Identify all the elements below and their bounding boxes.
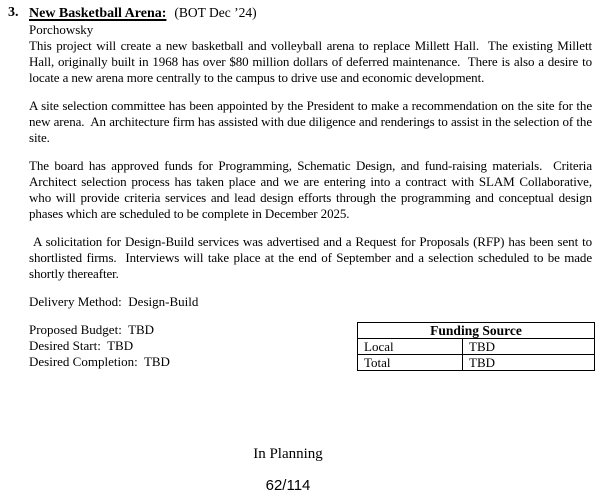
proposed-budget-line: Proposed Budget: TBD xyxy=(29,322,155,337)
numbered-item: 3. New Basketball Arena: (BOT Dec ’24) Po… xyxy=(0,5,613,371)
funding-row-value: TBD xyxy=(462,354,595,371)
budget-and-funding-row: Proposed Budget: TBD Desired Start: TBD … xyxy=(29,322,595,371)
item-number: 3. xyxy=(8,5,19,20)
status-label: In Planning xyxy=(253,446,323,462)
paragraph-solicitation: A solicitation for Design-Build services… xyxy=(29,234,596,281)
heading-line: New Basketball Arena: (BOT Dec ’24) xyxy=(29,5,592,22)
funding-row-label: Total xyxy=(357,354,463,371)
funding-table-header-row: Funding Source xyxy=(357,322,595,339)
budget-lines: Proposed Budget: TBD Desired Start: TBD … xyxy=(29,322,357,370)
item-content: New Basketball Arena: (BOT Dec ’24) Porch… xyxy=(29,5,596,371)
funding-row-label: Local xyxy=(357,338,463,355)
project-title-suffix: (BOT Dec ’24) xyxy=(174,5,257,20)
funding-table-title: Funding Source xyxy=(357,322,595,339)
desired-start-line: Desired Start: TBD xyxy=(29,338,134,353)
page-number: 62/114 xyxy=(265,477,311,494)
project-title: New Basketball Arena: xyxy=(29,6,167,21)
desired-completion-line: Desired Completion: TBD xyxy=(29,354,170,369)
paragraph-board-funding: The board has approved funds for Program… xyxy=(29,158,596,221)
table-row: Local TBD xyxy=(357,338,595,355)
delivery-method-line: Delivery Method: Design-Build xyxy=(29,294,199,309)
project-manager-name: Porchowsky xyxy=(29,22,94,37)
paragraph-site-selection: A site selection committee has been appo… xyxy=(29,98,596,145)
funding-row-value: TBD xyxy=(462,338,595,355)
paragraph-project-description: This project will create a new basketbal… xyxy=(29,38,596,85)
table-row: Total TBD xyxy=(357,354,595,371)
funding-source-table: Funding Source Local TBD Total TBD xyxy=(357,322,595,371)
